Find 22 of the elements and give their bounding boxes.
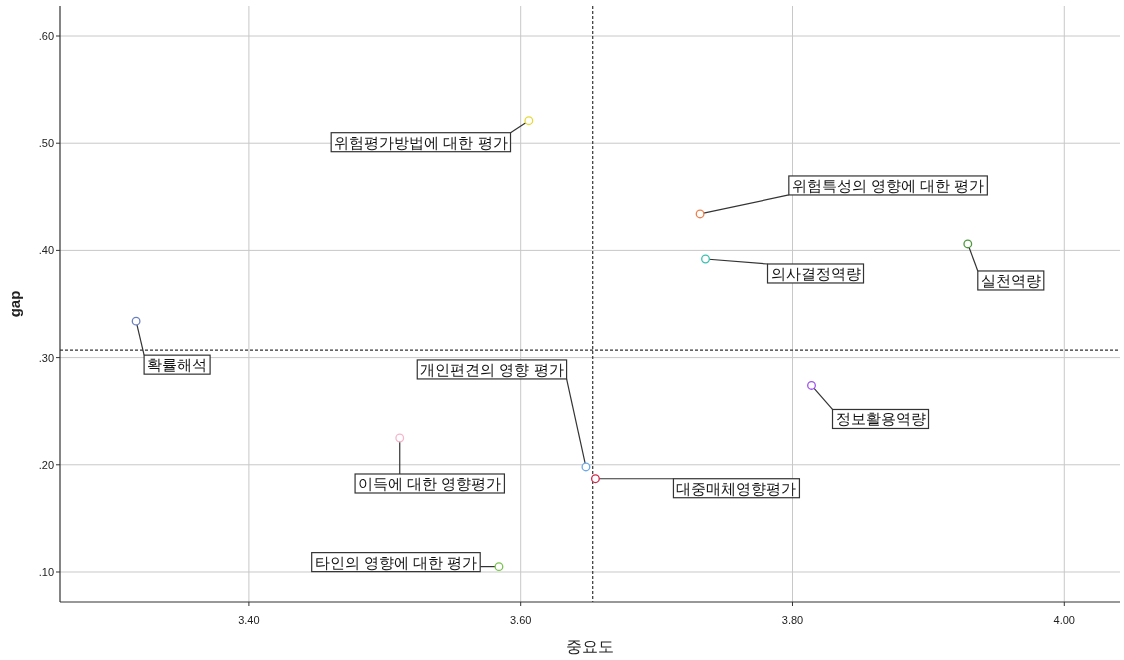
x-tick-label: 3.60 [509, 614, 532, 626]
text: 확률해석 [147, 356, 208, 374]
x-tick-label: 3.40 [238, 614, 260, 626]
y-tick-label: .50 [38, 137, 54, 150]
x-tick-label: 4.00 [1053, 614, 1075, 626]
series-label: 실천역량 [980, 271, 1041, 289]
text: 정보활용역량 [835, 410, 926, 428]
series-label: 타인의 영향에 대한 평가 [314, 553, 478, 571]
y-tick-label: .10 [38, 565, 54, 578]
series-label: 위험평가방법에 대한 평가 [334, 133, 508, 151]
y-axis-title: gap [6, 290, 23, 318]
y-tick-label: .20 [38, 458, 54, 471]
y-tick-label: .60 [38, 30, 54, 43]
y-tick-label: .30 [38, 351, 54, 364]
x-tick-label: 3.80 [781, 614, 804, 626]
text: 개인편견의 영향 평가 [420, 360, 564, 378]
text: 대중매체영향평가 [676, 479, 797, 497]
text: 의사결정역량 [770, 264, 861, 282]
text: 이득에 대한 영향평가 [358, 474, 502, 492]
x-axis-title: 중요도 [566, 638, 614, 655]
y-tick-label: .40 [38, 244, 54, 257]
text: 위험특성의 영향에 대한 평가 [791, 176, 985, 194]
